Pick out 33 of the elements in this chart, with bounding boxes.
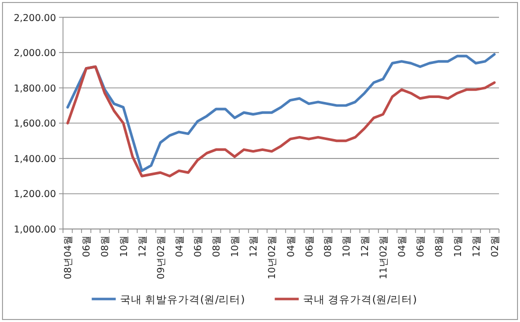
- x-tick-label: 12월: [137, 235, 148, 258]
- y-tick-label: 1,000.00: [14, 224, 56, 236]
- x-tick-label: 10월: [118, 235, 130, 258]
- x-tick-label: 08월: [212, 235, 223, 258]
- x-tick-label: 12월: [471, 235, 482, 258]
- x-tick-label: 04월: [174, 235, 186, 258]
- x-tick-label: 08월: [322, 235, 334, 258]
- x-tick-label: 04월: [286, 235, 297, 258]
- y-tick-label: 1,200.00: [14, 189, 56, 200]
- x-tick-label: 06월: [304, 235, 316, 258]
- y-tick-label: 2,200.00: [14, 12, 56, 24]
- legend-label: 국내 경유가격(원/리터): [302, 294, 417, 306]
- y-tick-label: 2,000.00: [14, 48, 56, 60]
- x-tick-label: 06월: [82, 235, 93, 258]
- x-tick-label: 06월: [416, 235, 427, 258]
- x-tick-label: 10월: [341, 235, 352, 258]
- x-tick-label: 09년02월: [156, 235, 167, 280]
- x-tick-label: 10월: [452, 235, 464, 258]
- x-tick-label: 08월: [100, 235, 112, 258]
- x-tick-label: 10년02월: [267, 235, 278, 280]
- x-tick-label: 10월: [230, 235, 242, 258]
- x-tick-label: 08월: [434, 235, 446, 258]
- x-tick-label: 04월: [397, 235, 408, 258]
- y-tick-label: 1,400.00: [14, 154, 56, 165]
- x-tick-label: 12월: [248, 235, 260, 258]
- x-tick-label: 06월: [193, 235, 204, 258]
- x-tick-label: 02월: [490, 235, 501, 258]
- x-tick-label: 12월: [360, 235, 371, 258]
- legend-label: 국내 휘발유가격(원/리터): [120, 294, 245, 306]
- x-tick-label: 11년02월: [378, 235, 390, 280]
- y-tick-label: 1,800.00: [14, 83, 56, 94]
- y-tick-label: 1,600.00: [14, 118, 56, 130]
- x-tick-label: 08년04월: [63, 235, 74, 280]
